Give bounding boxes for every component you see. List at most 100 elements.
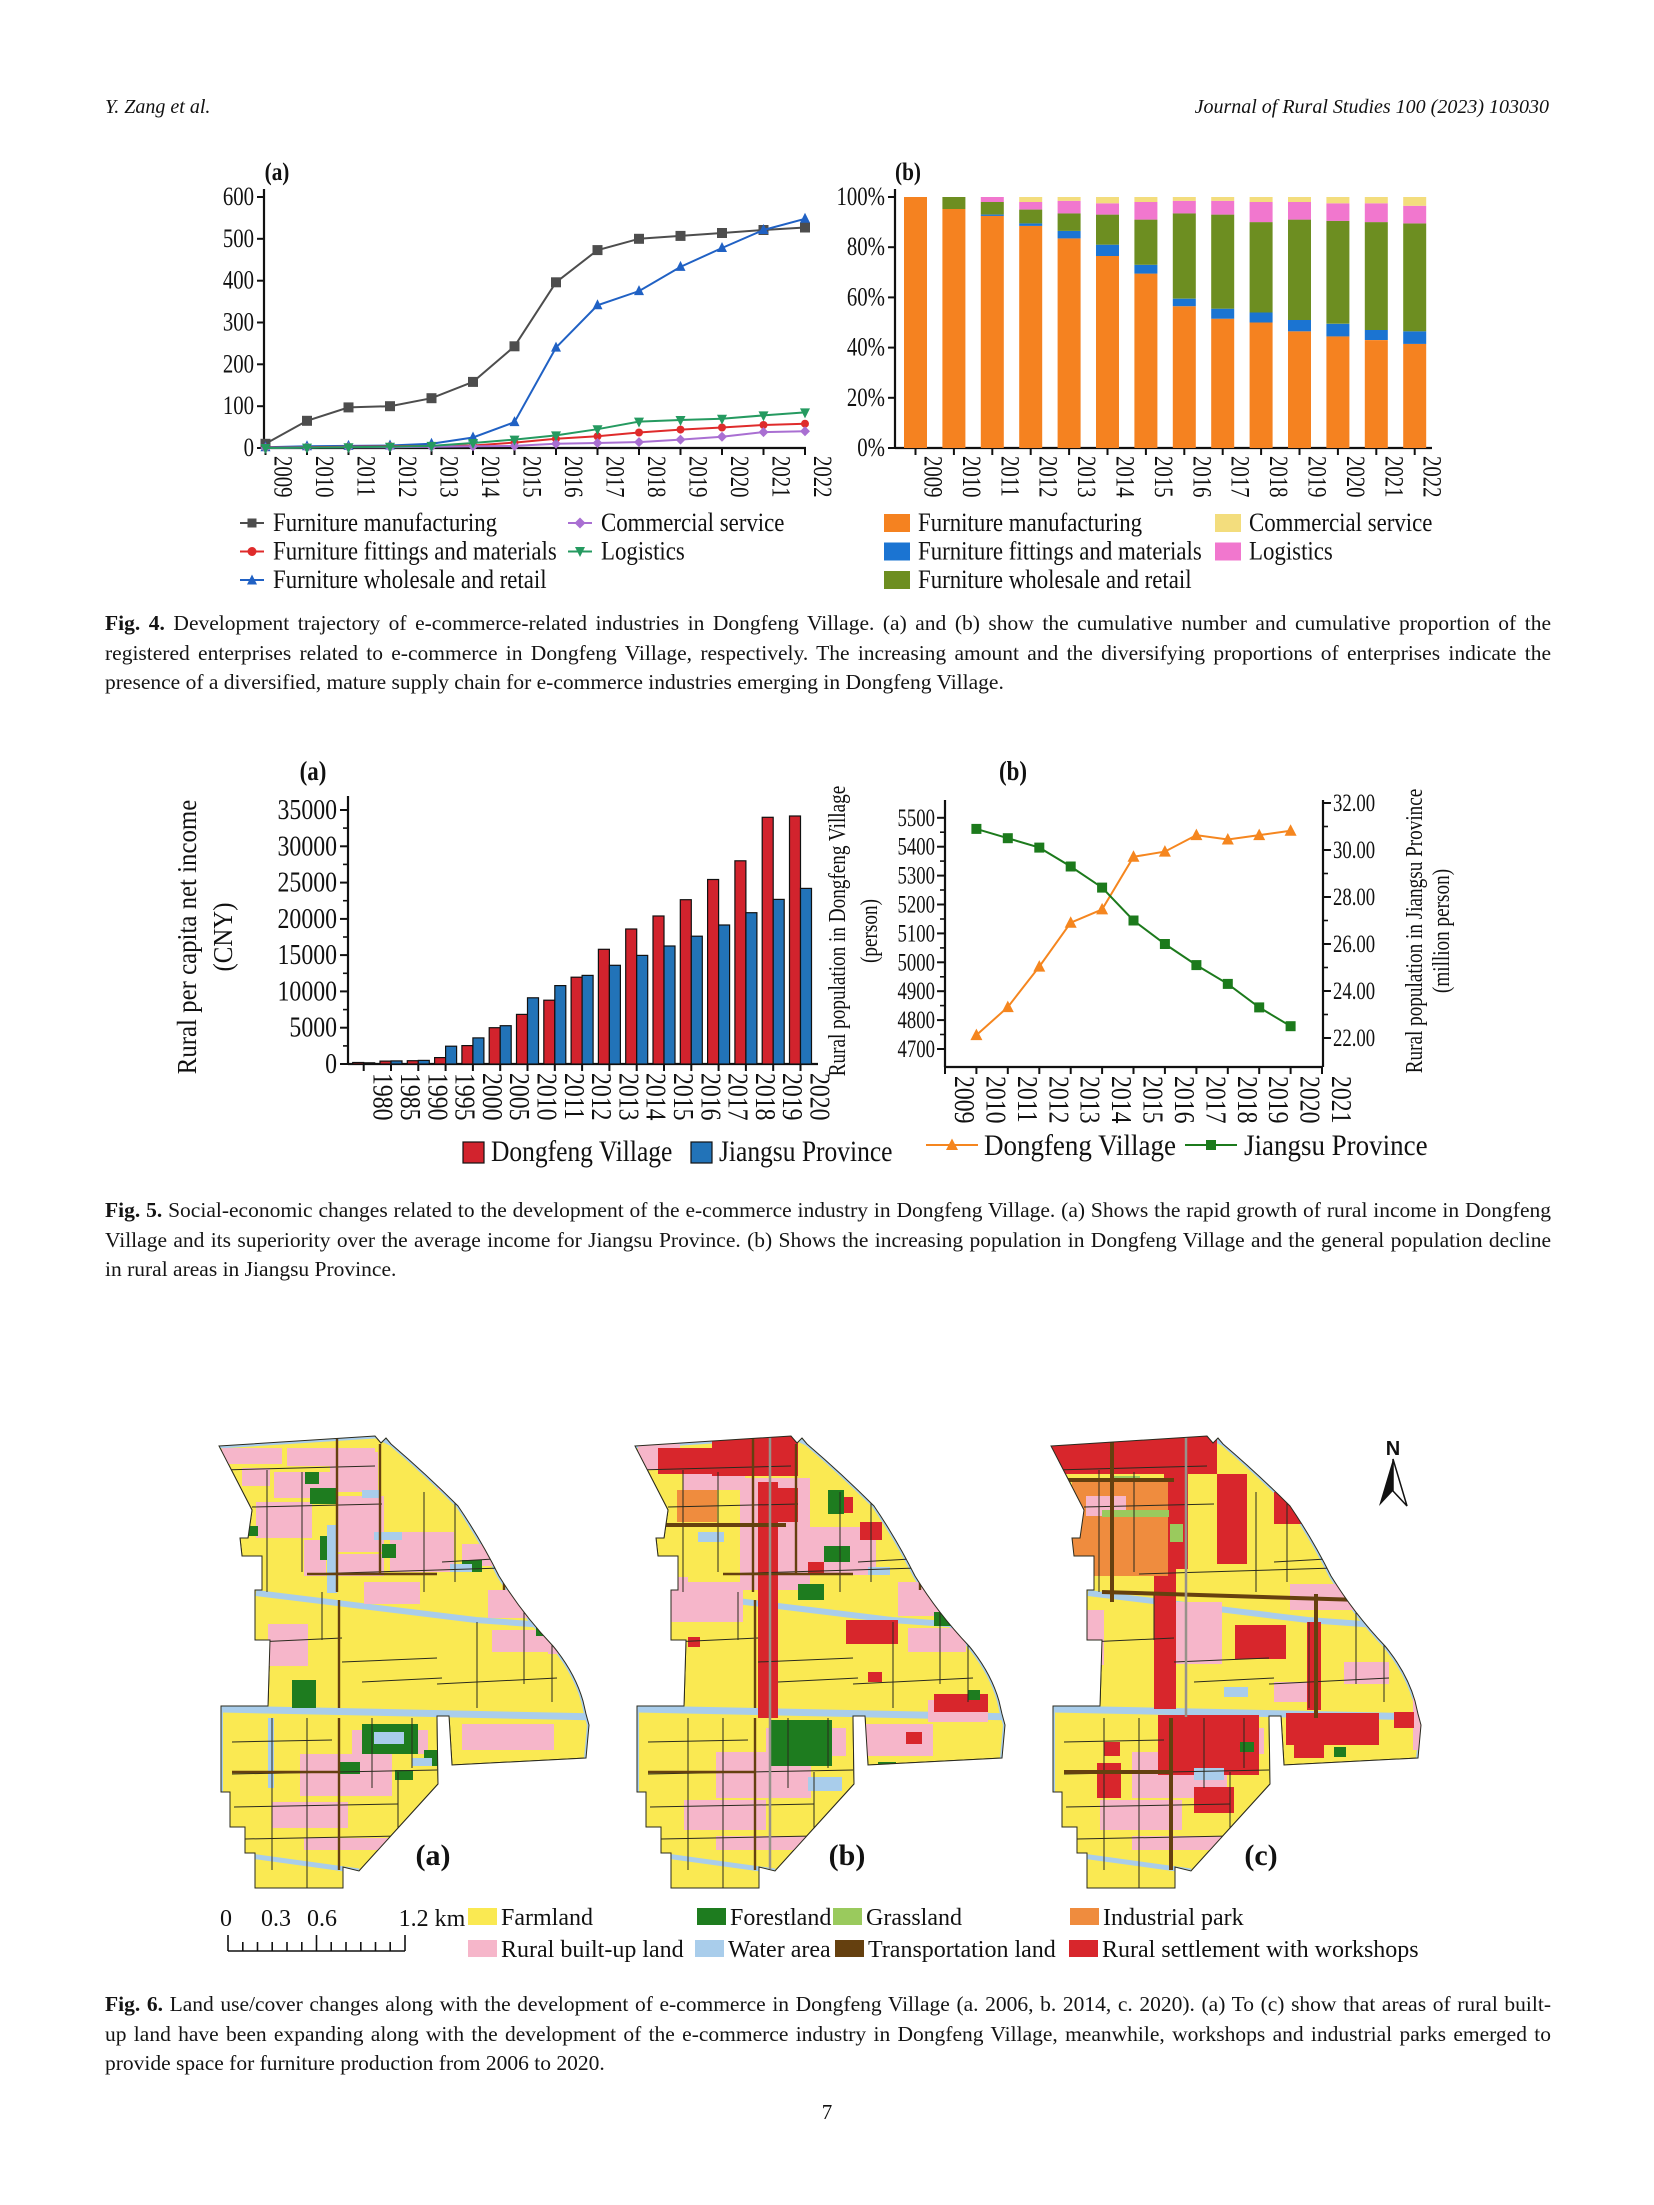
svg-text:2011: 2011 (1011, 1076, 1042, 1123)
svg-text:2015: 2015 (1148, 456, 1177, 498)
svg-text:Furniture fittings and materia: Furniture fittings and materials (273, 537, 557, 566)
svg-text:100%: 100% (836, 183, 885, 212)
svg-text:24.00: 24.00 (1333, 976, 1375, 1004)
svg-text:Furniture wholesale and retail: Furniture wholesale and retail (918, 566, 1192, 595)
svg-text:2019: 2019 (777, 1073, 808, 1121)
svg-text:Farmland: Farmland (501, 1905, 593, 1931)
svg-text:2022: 2022 (807, 456, 836, 498)
svg-text:(a): (a) (300, 757, 327, 786)
svg-text:2013: 2013 (613, 1073, 644, 1121)
svg-text:2015: 2015 (517, 456, 546, 498)
svg-text:(b): (b) (999, 757, 1027, 786)
svg-text:60%: 60% (847, 283, 885, 312)
svg-text:1990: 1990 (422, 1073, 453, 1121)
svg-text:2017: 2017 (600, 456, 629, 498)
svg-text:2017: 2017 (1225, 456, 1254, 498)
svg-text:2014: 2014 (475, 456, 504, 498)
svg-text:2014: 2014 (1106, 1076, 1137, 1124)
svg-text:5000: 5000 (289, 1012, 337, 1043)
svg-text:Rural population in Dongfeng V: Rural population in Dongfeng Village (824, 786, 851, 1077)
svg-text:5500: 5500 (898, 803, 935, 831)
svg-text:28.00: 28.00 (1333, 882, 1375, 910)
svg-text:Furniture manufacturing: Furniture manufacturing (918, 509, 1142, 538)
svg-text:2010: 2010 (956, 456, 985, 498)
svg-text:0: 0 (244, 434, 254, 463)
svg-text:10000: 10000 (278, 976, 337, 1007)
svg-text:2017: 2017 (722, 1073, 753, 1121)
svg-text:0.6: 0.6 (307, 1906, 337, 1932)
svg-text:2009: 2009 (268, 456, 297, 498)
svg-text:2019: 2019 (683, 456, 712, 498)
svg-text:20000: 20000 (278, 903, 337, 934)
svg-text:Furniture manufacturing: Furniture manufacturing (273, 509, 497, 538)
svg-text:Rural population in Jiangsu Pr: Rural population in Jiangsu Province (1401, 789, 1428, 1074)
svg-text:Jiangsu Province: Jiangsu Province (1244, 1130, 1428, 1163)
svg-text:5400: 5400 (898, 832, 935, 860)
svg-text:30000: 30000 (278, 831, 337, 862)
svg-text:2009: 2009 (918, 456, 947, 498)
svg-text:2021: 2021 (1326, 1076, 1357, 1124)
svg-text:Rural settlement with workshop: Rural settlement with workshops (1102, 1937, 1419, 1963)
svg-text:Commercial service: Commercial service (1249, 509, 1433, 538)
svg-text:26.00: 26.00 (1333, 929, 1375, 957)
svg-text:300: 300 (223, 308, 254, 337)
svg-text:2016: 2016 (1187, 456, 1216, 498)
svg-text:2018: 2018 (749, 1073, 780, 1121)
svg-text:2019: 2019 (1263, 1076, 1294, 1124)
svg-text:2012: 2012 (392, 456, 421, 498)
svg-text:2018: 2018 (1231, 1076, 1262, 1124)
svg-text:Dongfeng Village: Dongfeng Village (984, 1130, 1176, 1163)
svg-text:2015: 2015 (668, 1073, 699, 1121)
svg-text:1985: 1985 (395, 1073, 426, 1121)
svg-text:Commercial service: Commercial service (601, 509, 785, 538)
svg-text:2020: 2020 (1294, 1076, 1325, 1124)
svg-text:1995: 1995 (449, 1073, 480, 1121)
svg-text:N: N (1386, 1438, 1400, 1460)
svg-text:100: 100 (223, 392, 254, 421)
svg-text:2012: 2012 (586, 1073, 617, 1121)
svg-text:2013: 2013 (434, 456, 463, 498)
svg-text:Dongfeng Village: Dongfeng Village (491, 1135, 672, 1168)
svg-text:22.00: 22.00 (1333, 1023, 1375, 1051)
svg-text:2019: 2019 (1302, 456, 1331, 498)
svg-text:Furniture wholesale and retail: Furniture wholesale and retail (273, 566, 547, 595)
svg-text:(a): (a) (265, 158, 290, 186)
svg-text:2017: 2017 (1200, 1076, 1231, 1124)
svg-text:Transportation land: Transportation land (868, 1937, 1056, 1963)
svg-text:Logistics: Logistics (601, 537, 685, 566)
svg-text:2021: 2021 (766, 456, 795, 498)
svg-text:2014: 2014 (640, 1073, 671, 1121)
svg-text:Water area: Water area (728, 1937, 831, 1963)
svg-text:0.3: 0.3 (261, 1906, 291, 1932)
svg-text:Jiangsu Province: Jiangsu Province (719, 1135, 892, 1168)
svg-text:0: 0 (220, 1906, 232, 1932)
svg-text:2009: 2009 (949, 1076, 980, 1124)
svg-text:(CNY): (CNY) (208, 903, 238, 972)
svg-text:1980: 1980 (367, 1073, 398, 1121)
svg-text:2018: 2018 (1263, 456, 1292, 498)
svg-text:20%: 20% (847, 384, 885, 413)
svg-text:0: 0 (325, 1048, 337, 1079)
svg-text:Forestland: Forestland (730, 1905, 831, 1931)
svg-text:40%: 40% (847, 334, 885, 363)
svg-text:(a): (a) (416, 1839, 451, 1872)
svg-text:5000: 5000 (898, 948, 935, 976)
svg-text:2020: 2020 (1340, 456, 1369, 498)
svg-text:Logistics: Logistics (1249, 537, 1333, 566)
svg-text:30.00: 30.00 (1333, 835, 1375, 863)
svg-text:2012: 2012 (1033, 456, 1062, 498)
svg-text:(person): (person) (856, 899, 883, 963)
svg-text:2020: 2020 (724, 456, 753, 498)
svg-text:500: 500 (223, 225, 254, 254)
svg-text:80%: 80% (847, 233, 885, 262)
svg-text:35000: 35000 (278, 794, 337, 825)
svg-text:200: 200 (223, 350, 254, 379)
svg-text:Rural per capita net income: Rural per capita net income (172, 800, 202, 1074)
svg-text:600: 600 (223, 183, 254, 212)
svg-text:2005: 2005 (504, 1073, 535, 1121)
svg-text:(b): (b) (895, 158, 921, 186)
svg-text:2013: 2013 (1071, 456, 1100, 498)
svg-text:400: 400 (223, 267, 254, 296)
svg-text:5200: 5200 (898, 890, 935, 918)
svg-text:2020: 2020 (804, 1073, 835, 1121)
